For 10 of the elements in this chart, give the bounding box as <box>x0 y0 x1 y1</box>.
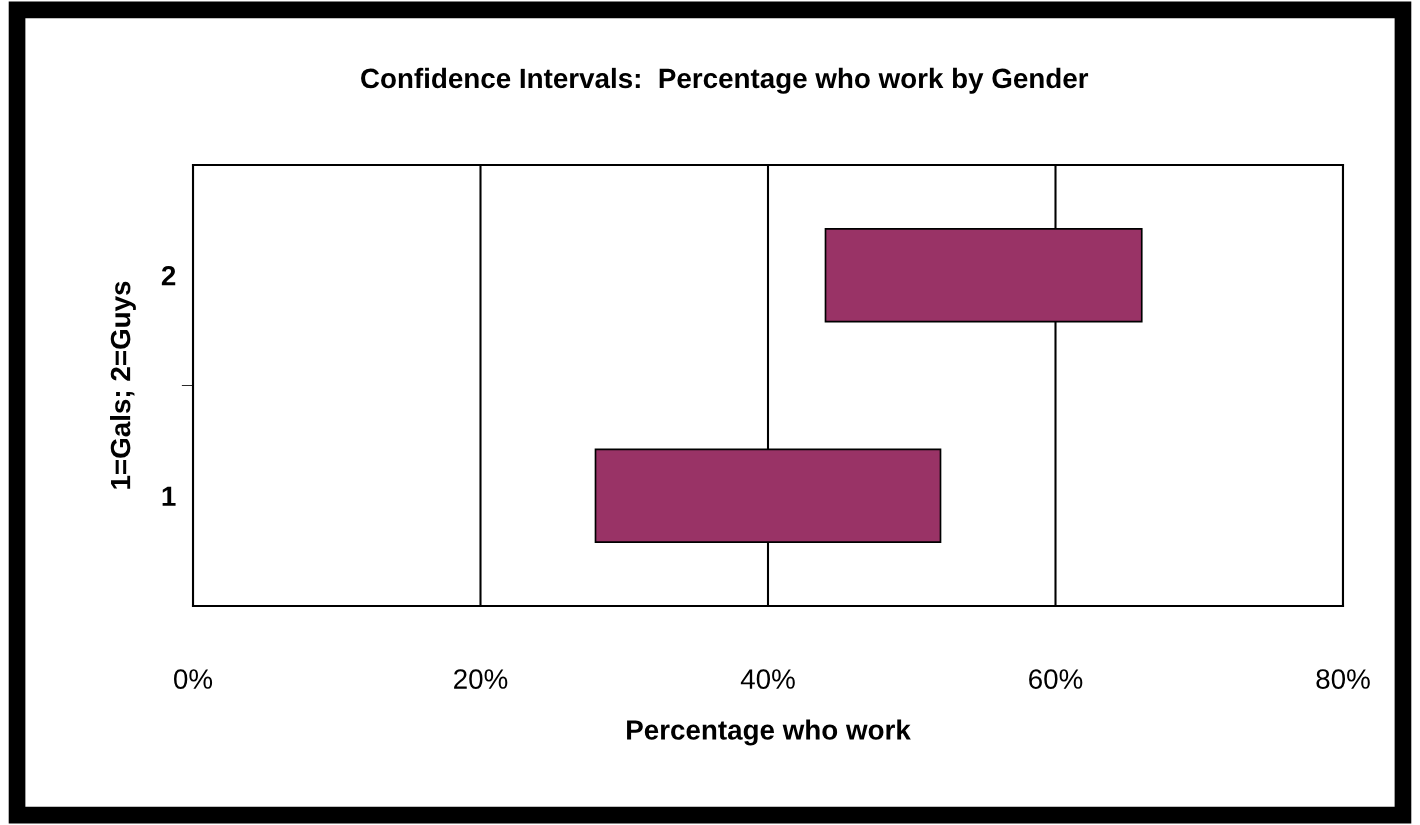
x-axis-title: Percentage who work <box>627 719 911 746</box>
x-tick-label: 20% <box>454 669 508 689</box>
y-axis-title: 1=Gals; 2=Guys <box>109 281 136 489</box>
x-tick-label: 0% <box>174 669 213 689</box>
chart-title: Confidence Intervals: Percentage who work by Gender <box>361 67 1089 94</box>
y-tick-label: 2 <box>161 265 176 286</box>
x-tick-label: 80% <box>1316 669 1370 689</box>
y-tick-label: 1 <box>162 486 176 506</box>
x-tick-label: 40% <box>740 669 795 689</box>
x-tick-label: 60% <box>1029 669 1083 689</box>
